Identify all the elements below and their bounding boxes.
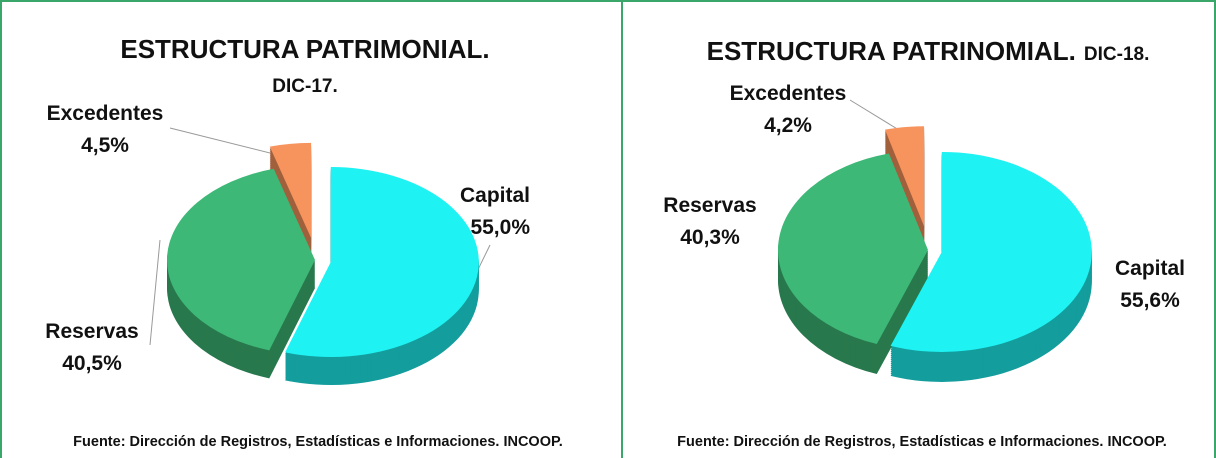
slice: [285, 167, 479, 358]
source-note: Fuente: Dirección de Registros, Estadíst…: [677, 434, 1167, 450]
chart-subtitle: DIC-18.: [1084, 44, 1149, 65]
slice-value-label: 4,5%: [81, 134, 129, 157]
chart-subtitle: DIC-17.: [272, 76, 337, 97]
chart-title: ESTRUCTURA PATRINOMIAL. DIC-18.: [707, 36, 1150, 66]
slice-label: Reservas: [663, 194, 756, 217]
title-main: ESTRUCTURA PATRINOMIAL.: [707, 36, 1076, 66]
slice: [890, 151, 1092, 352]
slice-label: Capital: [1115, 257, 1185, 280]
slice: [884, 126, 925, 227]
slice: [778, 153, 928, 344]
slice-value-label: 40,3%: [680, 226, 740, 249]
slice-value-label: 4,2%: [764, 114, 812, 137]
slice: [269, 142, 312, 238]
slice-value-label: 40,5%: [62, 352, 122, 375]
chart-title: ESTRUCTURA PATRIMONIAL.: [120, 34, 489, 64]
slice-value-label: 55,0%: [470, 216, 530, 239]
slice: [166, 168, 315, 351]
slice-value-label: 55,6%: [1120, 289, 1180, 312]
source-note: Fuente: Dirección de Registros, Estadíst…: [73, 434, 563, 450]
slice-label: Capital: [460, 184, 530, 207]
slice-label: Excedentes: [730, 82, 847, 105]
slice-label: Excedentes: [47, 102, 164, 125]
slice-label: Reservas: [45, 320, 138, 343]
